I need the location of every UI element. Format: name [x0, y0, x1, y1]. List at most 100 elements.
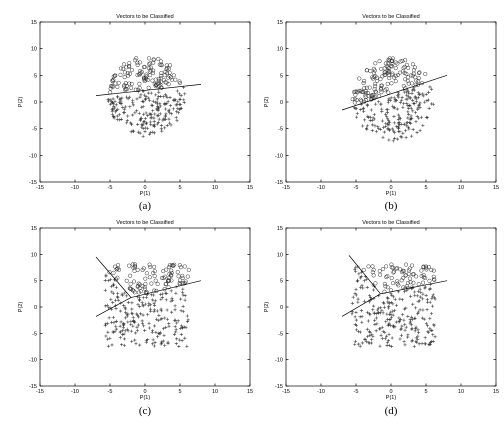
plus-marker-point [430, 297, 434, 301]
plus-marker-point [143, 117, 147, 121]
plus-marker-point [165, 123, 169, 128]
chart-panel-b: Vectors to be Classified -15 -10 -5 0 5 10 15 15… [264, 14, 499, 212]
circle-marker-point [410, 272, 415, 277]
plus-marker-point [413, 95, 417, 99]
circle-marker-point [159, 70, 164, 76]
plus-marker-point [161, 117, 166, 121]
chart-title: Vectors to be Classified [116, 14, 173, 20]
plus-marker-point [382, 130, 386, 134]
plus-marker-point [377, 306, 381, 310]
plus-marker-point [112, 116, 116, 120]
plus-marker-point [141, 296, 145, 300]
plus-marker-point [165, 308, 169, 312]
plus-marker-point [433, 335, 437, 339]
circle-marker-point [359, 88, 364, 93]
y-tick-label: 15 [31, 20, 37, 26]
circle-marker-point [411, 68, 416, 73]
plus-marker-point [158, 332, 162, 336]
circle-marker-point [385, 274, 390, 279]
circle-marker-point [382, 289, 387, 294]
plus-marker-point [159, 309, 163, 313]
plus-marker-point [385, 317, 389, 321]
plus-marker-point [175, 89, 179, 93]
plus-marker-point [182, 100, 186, 105]
plus-marker-point [386, 338, 390, 343]
circle-marker-point [394, 266, 399, 271]
circle-marker-point [115, 266, 120, 271]
plus-marker-point [396, 117, 401, 121]
plus-marker-point [416, 106, 420, 110]
plus-marker-point [150, 329, 155, 333]
plus-marker-point [141, 100, 146, 104]
circle-marker-point [393, 73, 398, 78]
plus-marker-point [123, 305, 127, 310]
x-tick-label: -10 [71, 389, 79, 395]
plus-marker-point [354, 328, 359, 332]
circle-marker-point [180, 275, 185, 281]
plus-marker-point [173, 308, 177, 312]
circle-marker-point [405, 75, 411, 80]
plus-marker-point [135, 313, 140, 317]
y-tick-label: -10 [29, 153, 37, 159]
plus-marker-point [373, 124, 377, 128]
circle-marker-point [111, 74, 116, 79]
plus-marker-point [407, 112, 411, 116]
circle-marker-point [364, 85, 369, 90]
plus-marker-point [362, 109, 366, 114]
plus-marker-point [423, 286, 427, 290]
y-tick-label: -5 [32, 331, 37, 337]
plus-marker-point [399, 98, 404, 102]
x-tick-label: -15 [282, 185, 290, 191]
circle-marker-point [361, 89, 366, 95]
plus-marker-point [421, 92, 425, 96]
x-tick-label: 0 [143, 185, 146, 191]
plus-marker-point [158, 292, 163, 297]
plus-marker-point [388, 323, 392, 328]
plus-marker-point [356, 297, 360, 301]
plus-marker-point [130, 301, 134, 305]
plus-marker-point [418, 128, 422, 133]
plus-marker-point [136, 323, 141, 327]
plus-marker-point [140, 319, 144, 323]
circle-marker-point [373, 81, 378, 86]
circle-marker-point [390, 56, 395, 61]
x-tick-label: -10 [71, 185, 79, 191]
circle-marker-point [432, 277, 437, 282]
plus-marker-point [357, 342, 361, 346]
plus-marker-point [111, 114, 116, 118]
circle-marker-point [421, 265, 426, 270]
plus-marker-point [110, 108, 114, 112]
plus-marker-point [391, 302, 395, 306]
circle-marker-point [410, 62, 415, 67]
circle-marker-point [391, 269, 397, 274]
plus-marker-point [400, 313, 405, 317]
plus-marker-point [371, 308, 375, 312]
circle-marker-point [384, 264, 389, 269]
plus-marker-point [401, 131, 405, 135]
plus-marker-point [160, 129, 164, 133]
plus-marker-point [129, 329, 133, 333]
plus-marker-point [393, 98, 397, 102]
x-tick-label: 15 [493, 389, 499, 395]
plus-marker-point [402, 90, 407, 94]
plus-marker-point [109, 297, 113, 301]
plus-marker-point [353, 339, 357, 344]
plus-marker-point [118, 324, 122, 328]
plus-marker-point [365, 124, 370, 128]
circle-marker-point [357, 76, 362, 81]
plus-marker-point [113, 106, 117, 110]
circle-marker-point [393, 66, 398, 71]
plus-marker-point [385, 341, 389, 345]
plus-marker-point [118, 97, 122, 101]
plus-marker-point [394, 320, 398, 324]
plus-marker-point [125, 119, 129, 123]
chart-title: Vectors to be Classified [362, 220, 419, 226]
circle-marker-point [178, 265, 183, 270]
circle-marker-point [384, 86, 389, 91]
plus-marker-point [142, 304, 146, 308]
plus-marker-point [432, 324, 436, 328]
plus-marker-point [354, 318, 358, 322]
plus-marker-point [397, 124, 401, 128]
plus-marker-point [428, 316, 432, 321]
plus-marker-point [393, 308, 397, 313]
